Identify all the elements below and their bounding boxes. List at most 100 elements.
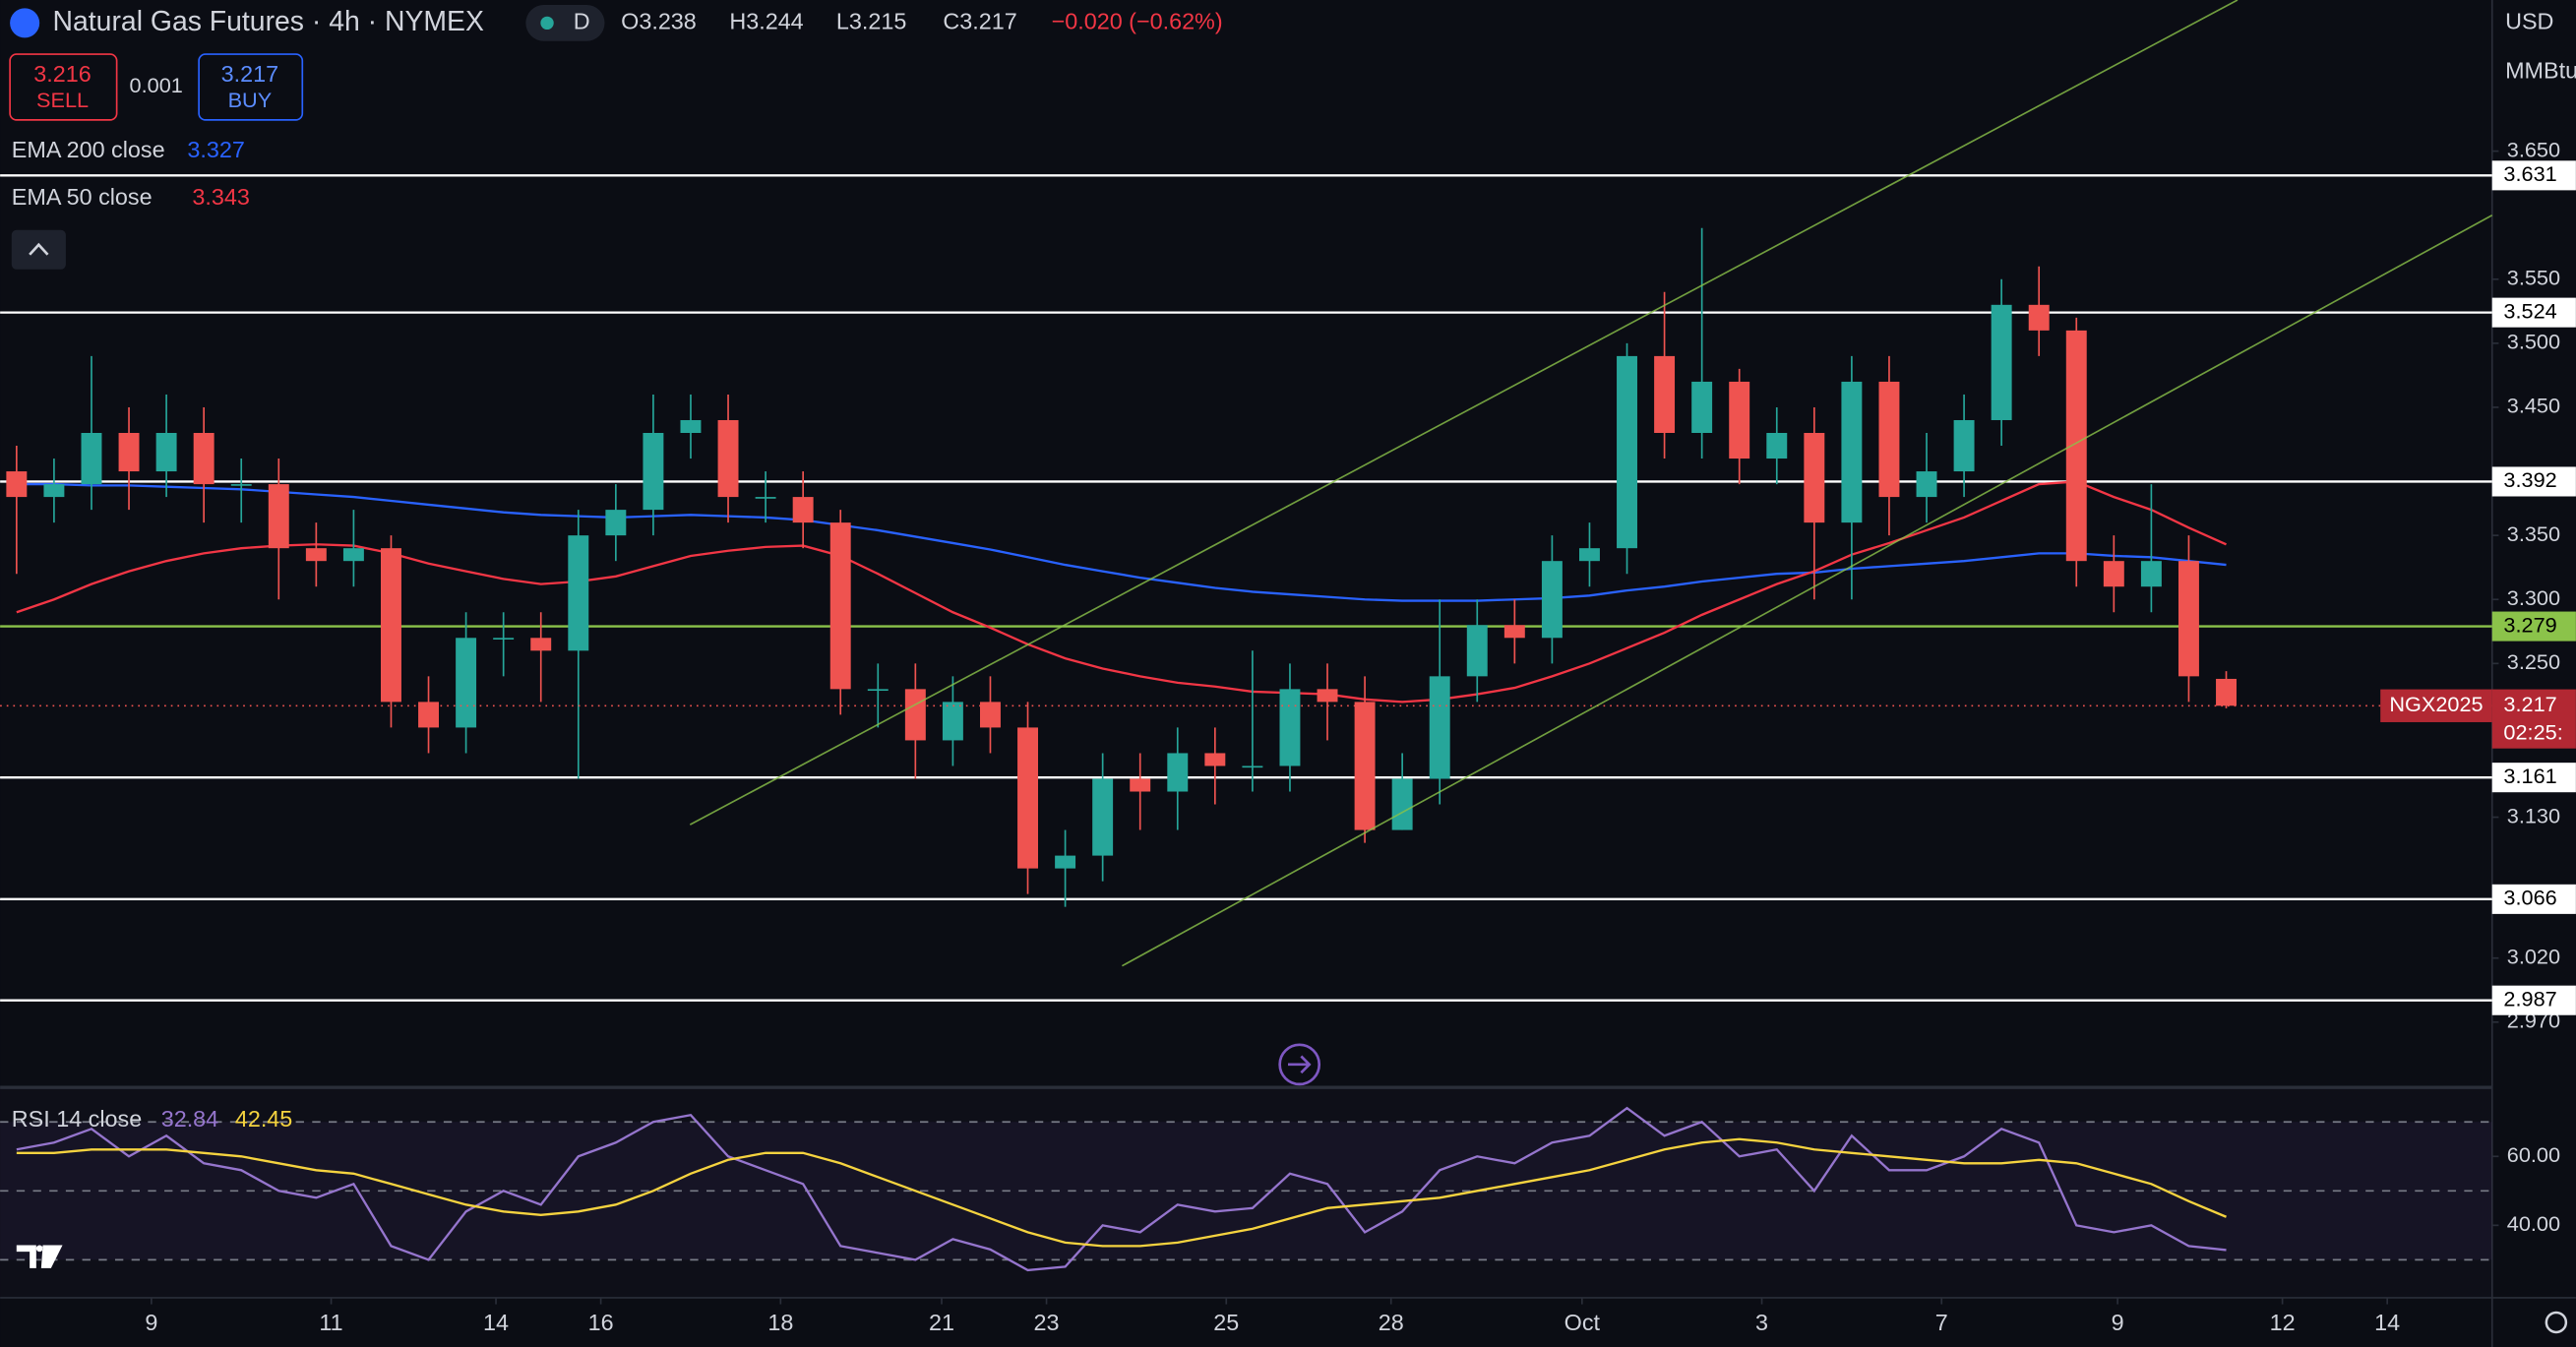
collapse-button[interactable] bbox=[11, 229, 66, 270]
ohlc-close: C3.217 bbox=[943, 9, 1016, 34]
candle-body bbox=[2177, 561, 2199, 677]
badge: D bbox=[574, 9, 590, 34]
candle-body bbox=[717, 419, 739, 498]
x-tick-label: 18 bbox=[767, 1310, 793, 1335]
settings-icon[interactable] bbox=[2545, 1311, 2568, 1334]
y-tick-label: 3.300 bbox=[2507, 585, 2560, 610]
currency[interactable]: USD bbox=[2505, 9, 2553, 34]
rsi-band bbox=[0, 1122, 2492, 1260]
candle-body bbox=[1541, 561, 1563, 639]
status-pill bbox=[525, 5, 605, 41]
candle-body bbox=[755, 497, 776, 499]
y-tick-label: 3.550 bbox=[2507, 266, 2560, 290]
candle-body bbox=[1317, 689, 1338, 703]
level-label: 3.392 bbox=[2503, 467, 2556, 492]
candle-body bbox=[568, 535, 589, 651]
candle-body bbox=[1654, 355, 1676, 434]
candle-body bbox=[1092, 778, 1114, 856]
logo bbox=[16, 1245, 63, 1268]
level-label-box bbox=[2491, 160, 2576, 191]
candle-body bbox=[643, 433, 664, 511]
x-tick-label: 7 bbox=[1935, 1310, 1948, 1335]
scroll-icon[interactable] bbox=[1278, 1043, 1321, 1086]
level-label: 3.279 bbox=[2503, 612, 2556, 637]
level-label: 3.161 bbox=[2503, 764, 2556, 788]
x-tick-label: 21 bbox=[929, 1310, 954, 1335]
candle-body bbox=[1991, 304, 2012, 420]
legend-name: EMA 50 close bbox=[12, 184, 153, 210]
candle-body bbox=[1167, 753, 1189, 792]
plot bbox=[0, 150, 2499, 1305]
legend-value: 3.343 bbox=[192, 184, 249, 210]
ohlc-high: H3.244 bbox=[729, 9, 803, 34]
candle-body bbox=[2103, 561, 2124, 587]
symbol-tag-box bbox=[2380, 689, 2492, 722]
candle-body bbox=[118, 433, 140, 472]
candle-body bbox=[867, 689, 889, 692]
symbol-tag: NGX2025 bbox=[2389, 692, 2483, 716]
sell-label[interactable]: SELL bbox=[36, 88, 89, 112]
buy-price[interactable]: 3.217 bbox=[221, 61, 278, 87]
legend-value: 3.327 bbox=[187, 137, 244, 162]
candle-body bbox=[2140, 561, 2162, 587]
unit[interactable]: MMBtu bbox=[2505, 58, 2576, 84]
y-tick-label: 60.00 bbox=[2507, 1142, 2560, 1167]
buy-box[interactable] bbox=[198, 53, 304, 121]
candle-body bbox=[2065, 330, 2087, 562]
candle-body bbox=[1466, 625, 1488, 677]
countdown: 02:25: bbox=[2503, 719, 2562, 744]
candle-body bbox=[1878, 381, 1900, 498]
candle-body bbox=[979, 702, 1001, 728]
candle-body bbox=[1766, 433, 1788, 459]
x-tick-label: 25 bbox=[1213, 1310, 1239, 1335]
candle-body bbox=[942, 702, 963, 741]
candle-body bbox=[680, 419, 702, 434]
candle-body bbox=[1578, 548, 1600, 562]
scroll-realtime-button[interactable] bbox=[1278, 1043, 1321, 1086]
sell-button[interactable]: 3.216 SELL bbox=[9, 53, 118, 121]
candle-body bbox=[493, 638, 515, 640]
candle-body bbox=[1130, 778, 1151, 792]
candle-body bbox=[2216, 678, 2237, 706]
market-status bbox=[540, 16, 554, 31]
candle-body bbox=[43, 484, 65, 498]
candle-body bbox=[268, 484, 289, 549]
last-price-label: 3.217 bbox=[2503, 692, 2556, 716]
candle-body bbox=[1804, 433, 1825, 523]
level-label-box bbox=[2491, 884, 2576, 914]
last-price-box bbox=[2491, 689, 2576, 749]
x-tick-label: 9 bbox=[2112, 1310, 2124, 1335]
symbol-icon bbox=[10, 8, 40, 38]
sell-price[interactable]: 3.216 bbox=[33, 61, 91, 87]
series-line bbox=[16, 482, 2227, 602]
candle-body bbox=[1391, 778, 1413, 830]
trend-channel-lower bbox=[1121, 214, 2493, 967]
level-label-box bbox=[2491, 611, 2576, 642]
candle-body bbox=[605, 510, 627, 536]
rsi-title: RSI 14 close bbox=[12, 1106, 142, 1132]
candle-body bbox=[230, 484, 252, 486]
scroll-arrow[interactable] bbox=[1287, 1055, 1312, 1074]
y-tick-label: 3.350 bbox=[2507, 521, 2560, 546]
y-tick-label: 3.130 bbox=[2507, 803, 2560, 827]
candle-body bbox=[1354, 702, 1376, 830]
candle-body bbox=[1729, 381, 1750, 459]
level-label-box bbox=[2491, 763, 2576, 793]
sell-box[interactable] bbox=[9, 53, 118, 121]
candle-body bbox=[81, 433, 102, 485]
candle-body bbox=[1242, 765, 1263, 768]
collapse-box[interactable] bbox=[11, 229, 66, 270]
collapse-icon[interactable] bbox=[29, 242, 49, 256]
candle-body bbox=[904, 689, 926, 741]
x-tick-label: 28 bbox=[1379, 1310, 1404, 1335]
x-tick-label: 9 bbox=[145, 1310, 157, 1335]
x-tick-label: 11 bbox=[319, 1310, 342, 1335]
buy-button[interactable]: 3.217 BUY bbox=[198, 53, 304, 121]
buy-label[interactable]: BUY bbox=[228, 88, 273, 112]
x-tick-label: 23 bbox=[1034, 1310, 1060, 1335]
series-line bbox=[16, 1106, 2227, 1272]
x-tick-label: 16 bbox=[588, 1310, 614, 1335]
x-tick-label: 12 bbox=[2270, 1310, 2296, 1335]
